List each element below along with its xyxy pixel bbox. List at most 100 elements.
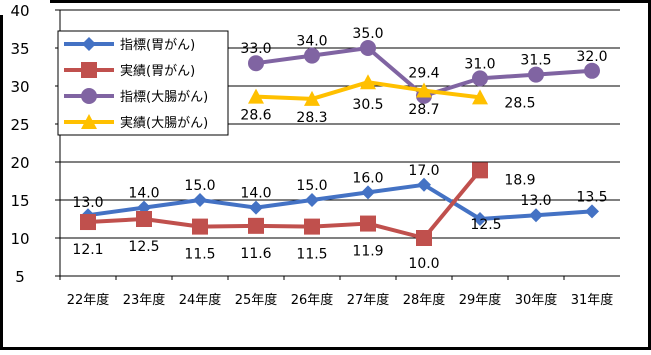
data-point bbox=[361, 185, 375, 200]
x-tick-label: 31年度 bbox=[571, 292, 614, 308]
data-label: 12.1 bbox=[72, 242, 103, 258]
data-point bbox=[304, 218, 320, 235]
data-label: 28.7 bbox=[408, 102, 439, 118]
data-label: 28.6 bbox=[240, 108, 271, 124]
x-axis: 22年度 23年度 24年度 25年度 26年度 27年度 28年度 29年度 30年度 31年度 bbox=[59, 275, 620, 308]
data-label: 14.0 bbox=[128, 186, 159, 202]
y-tick-label: 10 bbox=[10, 230, 29, 248]
data-point bbox=[472, 89, 488, 105]
data-point bbox=[136, 211, 152, 227]
data-label: 29.4 bbox=[408, 66, 439, 82]
series-line bbox=[87, 169, 482, 240]
data-label: 31.0 bbox=[464, 56, 495, 72]
x-tick-label: 23年度 bbox=[123, 292, 166, 308]
data-point bbox=[248, 217, 264, 234]
data-label: 16.0 bbox=[352, 170, 383, 186]
x-tick-label: 28年度 bbox=[403, 292, 446, 308]
x-tick-label: 27年度 bbox=[347, 292, 390, 308]
data-label: 35.0 bbox=[352, 26, 383, 42]
data-point bbox=[304, 90, 320, 106]
data-point bbox=[248, 55, 264, 72]
series-2 bbox=[80, 162, 488, 246]
legend-item: 指標(大腸がん) bbox=[64, 88, 208, 105]
legend-label: 実績(胃がん) bbox=[120, 63, 195, 79]
data-label: 11.9 bbox=[352, 244, 383, 260]
data-point bbox=[472, 70, 488, 87]
data-label: 13.5 bbox=[576, 189, 607, 205]
data-label: 14.0 bbox=[240, 186, 271, 202]
y-tick-label: 20 bbox=[10, 154, 29, 172]
data-label: 18.9 bbox=[504, 172, 535, 188]
legend-item: 実績(大腸がん) bbox=[64, 114, 208, 131]
x-tick-label: 30年度 bbox=[515, 292, 558, 308]
data-point bbox=[417, 177, 431, 192]
data-label: 15.0 bbox=[184, 178, 215, 194]
data-label: 31.5 bbox=[520, 53, 551, 69]
data-label: 34.0 bbox=[296, 34, 327, 50]
data-point bbox=[416, 230, 432, 246]
data-point bbox=[304, 47, 320, 64]
legend-item: 指標(胃がん) bbox=[64, 37, 195, 53]
data-label: 11.5 bbox=[296, 247, 327, 263]
legend-item: 実績(胃がん) bbox=[64, 62, 195, 79]
data-point bbox=[192, 218, 208, 235]
data-point bbox=[528, 66, 544, 83]
legend-label: 指標(大腸がん) bbox=[120, 90, 208, 105]
x-tick-label: 26年度 bbox=[291, 292, 334, 308]
y-tick-label: 5 bbox=[15, 268, 25, 286]
data-label: 28.3 bbox=[296, 110, 327, 126]
data-label: 13.0 bbox=[520, 193, 551, 209]
series-1 bbox=[81, 177, 599, 226]
data-point bbox=[360, 215, 376, 232]
data-label: 28.5 bbox=[504, 95, 535, 111]
data-point bbox=[473, 212, 487, 226]
legend-marker bbox=[81, 114, 97, 129]
data-point bbox=[472, 162, 488, 179]
legend-label: 指標(胃がん) bbox=[120, 38, 195, 53]
x-tick-label: 25年度 bbox=[235, 292, 278, 308]
y-tick-label: 15 bbox=[10, 192, 29, 210]
data-label: 11.5 bbox=[184, 247, 215, 263]
data-label: 13.0 bbox=[72, 195, 103, 211]
data-label: 33.0 bbox=[240, 41, 271, 57]
series-line bbox=[87, 182, 593, 221]
data-label: 30.5 bbox=[352, 97, 383, 113]
data-point bbox=[360, 40, 376, 56]
legend-label: 実績(大腸がん) bbox=[120, 115, 208, 131]
y-tick-label: 25 bbox=[10, 116, 29, 134]
data-label: 10.0 bbox=[408, 256, 439, 272]
series-layer bbox=[80, 40, 600, 246]
x-tick-label: 29年度 bbox=[459, 292, 502, 308]
legend: 指標(胃がん) 実績(胃がん) 指標(大腸がん) 実績(大腸がん) bbox=[57, 30, 229, 136]
data-label: 17.0 bbox=[408, 163, 439, 179]
data-point bbox=[80, 214, 96, 231]
y-tick-label: 35 bbox=[10, 40, 29, 58]
chart-edge-mask bbox=[0, 0, 50, 15]
y-axis: 5 10 15 20 25 30 35 40 bbox=[10, 2, 61, 286]
data-point bbox=[193, 193, 207, 207]
data-label: 11.6 bbox=[240, 246, 271, 262]
y-tick-label: 30 bbox=[10, 78, 29, 96]
legend-marker bbox=[81, 62, 97, 78]
data-point bbox=[529, 208, 543, 223]
data-labels: 13.0 14.0 15.0 14.0 15.0 16.0 17.0 12.5 13.0 13.5… bbox=[72, 26, 607, 272]
x-tick-label: 22年度 bbox=[67, 292, 110, 308]
data-point bbox=[584, 62, 600, 79]
data-point bbox=[360, 74, 376, 90]
series-4 bbox=[248, 74, 488, 106]
data-label: 32.0 bbox=[576, 49, 607, 65]
y-tick-label: 40 bbox=[10, 2, 29, 20]
data-point bbox=[416, 82, 432, 98]
data-label: 15.0 bbox=[296, 178, 327, 194]
data-point bbox=[585, 204, 599, 219]
legend-marker bbox=[81, 88, 97, 104]
data-point bbox=[249, 200, 263, 215]
data-point bbox=[305, 193, 319, 207]
data-label: 12.5 bbox=[470, 217, 501, 233]
x-tick-label: 24年度 bbox=[179, 292, 222, 308]
legend-marker bbox=[82, 37, 96, 51]
data-label: 12.5 bbox=[128, 239, 159, 255]
data-point bbox=[248, 88, 264, 104]
